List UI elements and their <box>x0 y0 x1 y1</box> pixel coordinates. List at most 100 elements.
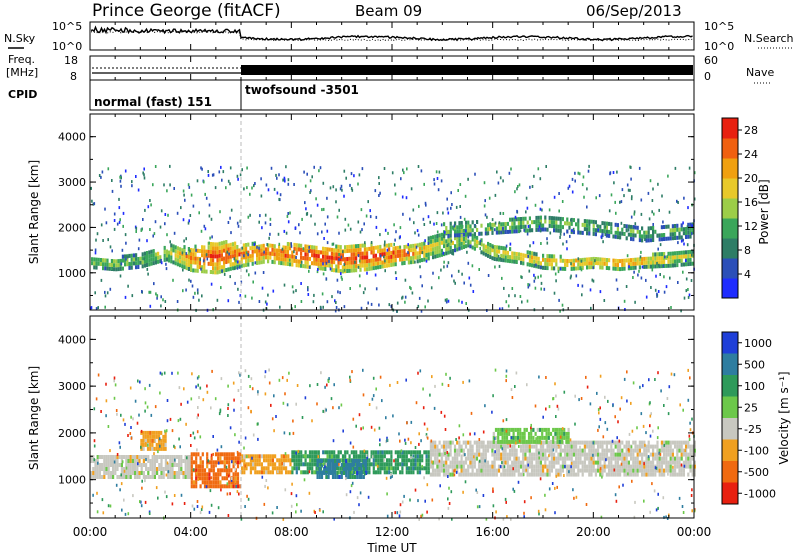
power-cell <box>392 262 395 267</box>
power-cell <box>461 272 463 276</box>
power-cell <box>505 244 508 248</box>
power-cell <box>445 230 448 234</box>
velocity-cell <box>693 444 696 449</box>
power-cell <box>689 253 692 258</box>
velocity-cell <box>469 440 472 445</box>
power-cell <box>623 299 626 303</box>
velocity-cell <box>456 464 459 469</box>
power-cell <box>205 253 208 257</box>
velocity-cell <box>656 444 659 449</box>
power-cell <box>200 267 202 271</box>
power-cell <box>188 278 190 282</box>
velocity-cell <box>575 456 578 461</box>
power-cell <box>324 259 327 263</box>
velocity-cell <box>250 409 252 413</box>
power-cell <box>432 239 435 244</box>
velocity-cell <box>280 470 283 475</box>
power-cell <box>267 293 269 297</box>
velocity-cell <box>495 452 498 457</box>
velocity-cell <box>160 467 163 471</box>
velocity-cell <box>600 515 603 519</box>
power-cell <box>612 234 615 239</box>
velocity-cell <box>535 464 538 469</box>
velocity-cell <box>282 401 285 405</box>
velocity-cell <box>577 460 580 465</box>
velocity-cell <box>568 464 571 469</box>
power-cell <box>524 224 527 229</box>
power-cell <box>267 255 270 260</box>
velocity-cell <box>260 470 263 475</box>
velocity-cell <box>90 471 93 475</box>
velocity-cell <box>436 452 439 457</box>
power-cell <box>645 234 648 239</box>
velocity-cell <box>374 471 377 475</box>
velocity-cell <box>475 456 479 461</box>
power-cell <box>328 255 331 260</box>
velocity-cell <box>351 463 354 467</box>
power-cell <box>146 239 148 243</box>
power-cell <box>645 260 648 265</box>
velocity-cell <box>685 440 688 445</box>
power-cell <box>467 220 470 225</box>
velocity-cell <box>315 450 318 455</box>
velocity-cell <box>164 430 167 435</box>
velocity-cell <box>112 463 115 467</box>
velocity-cell <box>210 406 212 410</box>
power-cell <box>676 255 679 260</box>
velocity-cell <box>127 512 130 516</box>
velocity-cell <box>318 471 321 475</box>
power-cell <box>515 217 518 222</box>
power-cell <box>583 195 585 199</box>
power-cell <box>592 256 595 261</box>
power-colorbar-tick: 16 <box>744 196 758 209</box>
velocity-cell <box>656 440 659 445</box>
velocity-cell <box>241 470 244 475</box>
power-cell <box>293 242 296 247</box>
power-cell <box>689 222 692 227</box>
velocity-cell <box>271 511 274 515</box>
power-cell <box>436 238 439 242</box>
velocity-cell <box>286 403 289 407</box>
velocity-cell <box>236 456 240 461</box>
velocity-cell <box>436 444 439 449</box>
power-cell <box>348 248 351 253</box>
power-cell <box>190 279 192 283</box>
velocity-cell <box>462 433 465 437</box>
velocity-cell <box>364 472 366 476</box>
velocity-cell <box>508 468 512 473</box>
power-cell <box>555 228 558 233</box>
velocity-cell <box>434 468 437 473</box>
power-cell <box>264 251 267 256</box>
velocity-cell <box>601 464 604 469</box>
velocity-cell <box>622 483 624 487</box>
velocity-cell <box>292 419 294 423</box>
velocity-cell <box>654 444 657 449</box>
power-cell <box>216 266 219 271</box>
power-cell <box>663 260 666 264</box>
power-cell <box>630 258 633 263</box>
velocity-cell <box>535 444 538 449</box>
power-cell <box>192 256 195 261</box>
power-cell <box>350 256 353 261</box>
power-cell <box>229 246 232 251</box>
power-colorbar-swatch <box>722 258 738 279</box>
power-cell <box>534 276 537 280</box>
velocity-cell <box>469 460 472 465</box>
power-cell <box>304 252 307 257</box>
velocity-cell <box>555 448 558 453</box>
velocity-cell <box>680 456 683 461</box>
power-cell <box>163 183 165 187</box>
power-cell <box>608 266 611 271</box>
velocity-cell <box>548 454 550 458</box>
velocity-cell <box>96 475 99 479</box>
velocity-cell <box>542 415 544 419</box>
velocity-cell <box>645 460 648 465</box>
velocity-cell <box>543 435 546 440</box>
power-cell <box>486 215 488 219</box>
velocity-cell <box>491 440 494 445</box>
power-cell <box>498 222 501 227</box>
velocity-cell <box>217 476 220 481</box>
power-cell <box>97 257 100 262</box>
power-cell <box>614 234 617 239</box>
power-cell <box>467 224 470 229</box>
